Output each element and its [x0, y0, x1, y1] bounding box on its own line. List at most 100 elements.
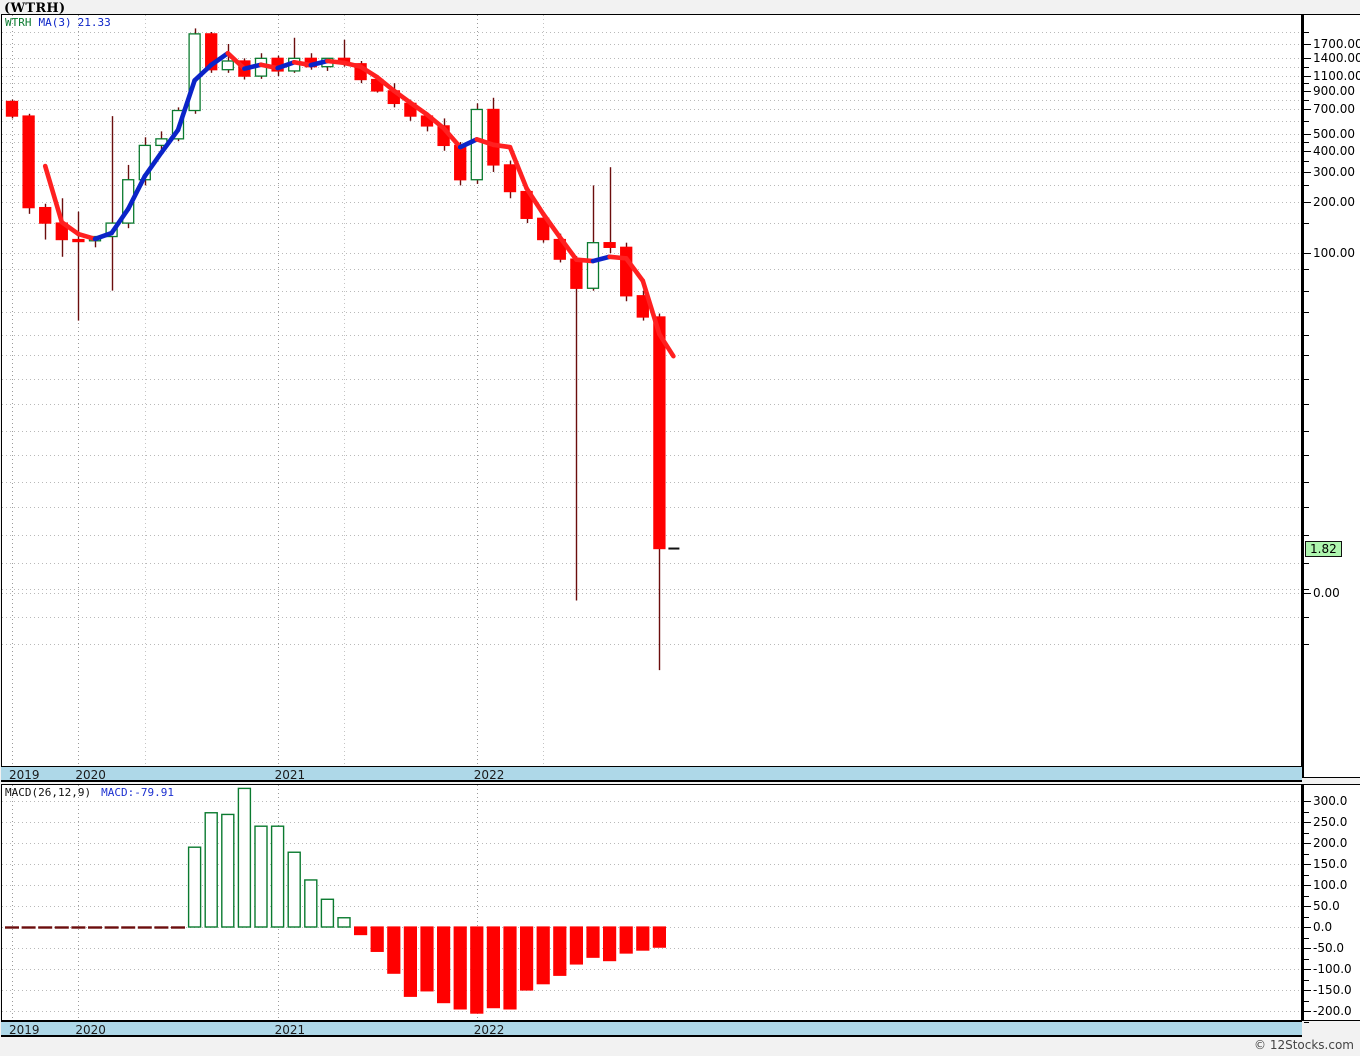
macd-axis-tick: [1304, 801, 1311, 802]
macd-axis-minor-tick: [1304, 1022, 1309, 1023]
price-axis-minor-tick: [1304, 121, 1309, 122]
macd-axis-tick: [1304, 969, 1311, 970]
macd-legend-name: MACD(26,12,9): [5, 786, 92, 799]
price-axis-minor-tick: [1304, 379, 1309, 380]
macd-axis-label: 200.0: [1313, 836, 1348, 850]
price-axis-label: 100.00: [1313, 246, 1355, 260]
price-axis-minor-tick: [1304, 335, 1309, 336]
price-axis-minor-tick: [1304, 455, 1309, 456]
legend-ma-label: MA(3): [38, 16, 72, 29]
macd-axis-tick: [1304, 843, 1311, 844]
macd-axis-minor-tick: [1304, 917, 1309, 918]
macd-axis-minor-tick: [1304, 938, 1309, 939]
price-axis-tick: [1304, 593, 1311, 594]
price-axis-tick: [1304, 44, 1311, 45]
price-axis-label: 200.00: [1313, 194, 1355, 209]
macd-y-axis: 300.0 250.0 200.0 150.0 100.0 50.0 0.0 -50.0 -10…: [1302, 784, 1360, 1023]
macd-plot-area[interactable]: [2, 785, 1301, 1020]
macd-axis-tick: [1304, 990, 1311, 991]
legend-ma-value: 21.33: [77, 16, 111, 29]
price-axis-tick: [1304, 91, 1311, 92]
x-axis-year-label: 2021: [274, 1023, 306, 1037]
macd-axis-minor-tick: [1304, 875, 1309, 876]
macd-axis-tick: [1304, 1011, 1311, 1012]
price-axis-minor-tick: [1304, 185, 1309, 186]
price-x-axis-band: 2019 2020 2021 2022: [1, 766, 1302, 782]
price-axis-minor-tick: [1304, 142, 1309, 143]
price-chart-panel[interactable]: WTRH MA(3) 21.33: [1, 14, 1302, 778]
price-plot-area[interactable]: [2, 15, 1301, 777]
x-axis-year-label: 2020: [75, 1023, 106, 1037]
macd-axis-minor-tick: [1304, 854, 1309, 855]
macd-x-axis-band: 2019 2020 2021 2022: [1, 1021, 1302, 1037]
watermark: © 12Stocks.com: [1254, 1038, 1354, 1052]
macd-axis-tick: [1304, 822, 1311, 823]
price-axis-spine: [1302, 15, 1304, 777]
price-axis-label: 400.00: [1313, 143, 1355, 158]
price-axis-minor-tick: [1304, 269, 1309, 270]
price-axis-minor-tick: [1304, 617, 1309, 618]
price-axis-minor-tick: [1304, 404, 1309, 405]
price-axis-label: 0.00: [1313, 586, 1340, 600]
price-axis-label: 900.00: [1313, 83, 1355, 98]
price-axis-minor-tick: [1304, 589, 1309, 590]
price-axis-minor-tick: [1304, 644, 1309, 645]
macd-axis-label: 100.0: [1313, 878, 1348, 892]
price-axis-label: 1700.00: [1313, 37, 1360, 51]
macd-axis-minor-tick: [1304, 833, 1309, 834]
macd-axis-tick: [1304, 906, 1311, 907]
price-axis-label: 1100.00: [1313, 69, 1360, 84]
price-axis-label: 1400.00: [1313, 51, 1360, 66]
price-y-axis: 1700.00 1400.00 1100.00 900.00 700.00 500.00 4…: [1302, 14, 1360, 778]
macd-legend: MACD(26,12,9) MACD:-79.91: [5, 786, 174, 799]
price-axis-tick: [1304, 172, 1311, 173]
price-axis-minor-tick: [1304, 482, 1309, 483]
macd-axis-label: -200.0: [1313, 1004, 1352, 1018]
price-axis-tick: [1304, 151, 1311, 152]
x-axis-year-label: 2020: [75, 768, 106, 782]
price-axis-label: 500.00: [1313, 127, 1355, 142]
macd-axis-label: 0.0: [1313, 920, 1333, 934]
price-axis-minor-tick: [1304, 67, 1309, 68]
macd-axis-minor-tick: [1304, 812, 1309, 813]
macd-axis-minor-tick: [1304, 896, 1309, 897]
price-axis-minor-tick: [1304, 223, 1309, 224]
macd-axis-label: 150.0: [1313, 857, 1348, 871]
price-axis-tick: [1304, 58, 1311, 59]
legend-symbol: WTRH: [5, 16, 32, 29]
macd-axis-label: 250.0: [1313, 815, 1348, 829]
price-axis-minor-tick: [1304, 535, 1309, 536]
macd-axis-tick: [1304, 885, 1311, 886]
x-axis-year-label: 2021: [274, 768, 306, 782]
price-axis-minor-tick: [1304, 291, 1309, 292]
macd-axis-minor-tick: [1304, 980, 1309, 981]
price-axis-minor-tick: [1304, 83, 1309, 84]
price-axis-label: 700.00: [1313, 102, 1355, 117]
macd-histogram-svg: [2, 785, 1301, 1020]
macd-axis-minor-tick: [1304, 959, 1309, 960]
price-axis-minor-tick: [1304, 161, 1309, 162]
x-axis-year-label: 2019: [9, 1023, 40, 1037]
price-axis-tick: [1304, 253, 1311, 254]
x-axis-year-label: 2022: [473, 1023, 505, 1037]
macd-legend-value: MACD:-79.91: [101, 786, 174, 799]
price-axis-minor-tick: [1304, 563, 1309, 564]
macd-axis-label: 300.0: [1313, 794, 1348, 808]
macd-axis-minor-tick: [1304, 1001, 1309, 1002]
macd-axis-label: -150.0: [1313, 983, 1352, 997]
price-axis-tick: [1304, 109, 1311, 110]
macd-axis-label: -50.0: [1313, 941, 1345, 955]
macd-axis-spine: [1302, 785, 1304, 1020]
macd-axis-label: 50.0: [1313, 899, 1340, 913]
x-axis-year-label: 2022: [473, 768, 505, 782]
price-axis-tick: [1304, 76, 1311, 77]
price-axis-minor-tick: [1304, 32, 1309, 33]
price-axis-minor-tick: [1304, 355, 1309, 356]
price-legend: WTRH MA(3) 21.33: [5, 16, 111, 29]
price-axis-minor-tick: [1304, 507, 1309, 508]
page-title: (WTRH): [4, 1, 66, 16]
macd-axis-tick: [1304, 927, 1311, 928]
price-axis-minor-tick: [1304, 100, 1309, 101]
macd-axis-label: -100.0: [1313, 962, 1352, 976]
macd-chart-panel[interactable]: MACD(26,12,9) MACD:-79.91: [1, 784, 1302, 1021]
